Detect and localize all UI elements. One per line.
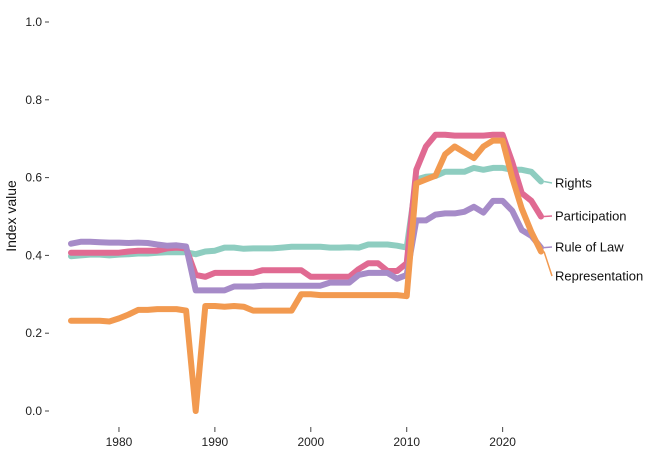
label-leader-rule-of-law	[543, 246, 553, 249]
series-label-rule-of-law: Rule of Law	[555, 240, 624, 255]
series-lines	[68, 131, 544, 414]
y-axis-title: Index value	[3, 180, 19, 252]
label-leader-participation	[543, 215, 553, 218]
label-leader-rights	[543, 180, 553, 184]
y-tick-label: 0.0	[25, 404, 42, 418]
series-label-representation: Representation	[555, 269, 643, 284]
x-tick-label: 2020	[489, 435, 516, 449]
y-tick-label: 0.2	[25, 326, 42, 340]
series-label-participation: Participation	[555, 209, 627, 224]
series-line-representation	[68, 137, 544, 414]
y-axis-ticks: 0.0 0.2 0.4 0.6 0.8 1.0	[25, 15, 49, 418]
y-tick-label: 0.8	[25, 93, 42, 107]
x-tick-label: 1980	[106, 435, 133, 449]
y-tick-label: 0.6	[25, 171, 42, 185]
x-tick-label: 2010	[393, 435, 420, 449]
y-tick-label: 0.4	[25, 248, 42, 262]
series-label-rights: Rights	[555, 176, 592, 191]
x-tick-label: 1990	[202, 435, 229, 449]
x-axis-ticks: 1980 1990 2000 2010 2020	[106, 427, 516, 449]
series-line-rule-of-law	[68, 197, 544, 294]
series-line-participation	[68, 131, 544, 280]
x-tick-label: 2000	[297, 435, 324, 449]
series-labels: Rights Participation Rule of Law Representa…	[543, 176, 643, 284]
label-leader-representation	[543, 251, 553, 277]
y-tick-label: 1.0	[25, 15, 42, 29]
